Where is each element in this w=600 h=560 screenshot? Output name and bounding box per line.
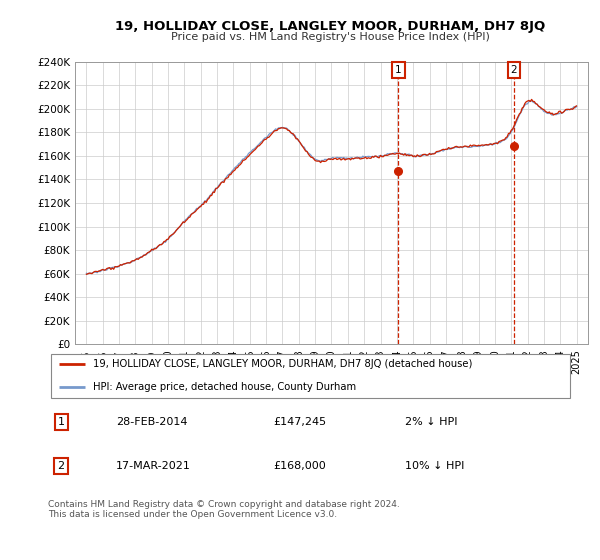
- Text: 2% ↓ HPI: 2% ↓ HPI: [405, 417, 458, 427]
- Text: Price paid vs. HM Land Registry's House Price Index (HPI): Price paid vs. HM Land Registry's House …: [170, 32, 490, 42]
- Text: £147,245: £147,245: [274, 417, 327, 427]
- Text: Contains HM Land Registry data © Crown copyright and database right 2024.
This d: Contains HM Land Registry data © Crown c…: [48, 500, 400, 519]
- Text: 19, HOLLIDAY CLOSE, LANGLEY MOOR, DURHAM, DH7 8JQ: 19, HOLLIDAY CLOSE, LANGLEY MOOR, DURHAM…: [115, 20, 545, 32]
- Text: 1: 1: [395, 65, 401, 75]
- Text: 1: 1: [58, 417, 65, 427]
- Text: 28-FEB-2014: 28-FEB-2014: [116, 417, 188, 427]
- Text: HPI: Average price, detached house, County Durham: HPI: Average price, detached house, Coun…: [92, 382, 356, 392]
- Text: 17-MAR-2021: 17-MAR-2021: [116, 461, 191, 471]
- Text: 2: 2: [511, 65, 517, 75]
- FancyBboxPatch shape: [50, 353, 571, 398]
- Text: 10% ↓ HPI: 10% ↓ HPI: [405, 461, 464, 471]
- Text: 2: 2: [58, 461, 65, 471]
- Text: 19, HOLLIDAY CLOSE, LANGLEY MOOR, DURHAM, DH7 8JQ (detached house): 19, HOLLIDAY CLOSE, LANGLEY MOOR, DURHAM…: [92, 360, 472, 370]
- Text: £168,000: £168,000: [274, 461, 326, 471]
